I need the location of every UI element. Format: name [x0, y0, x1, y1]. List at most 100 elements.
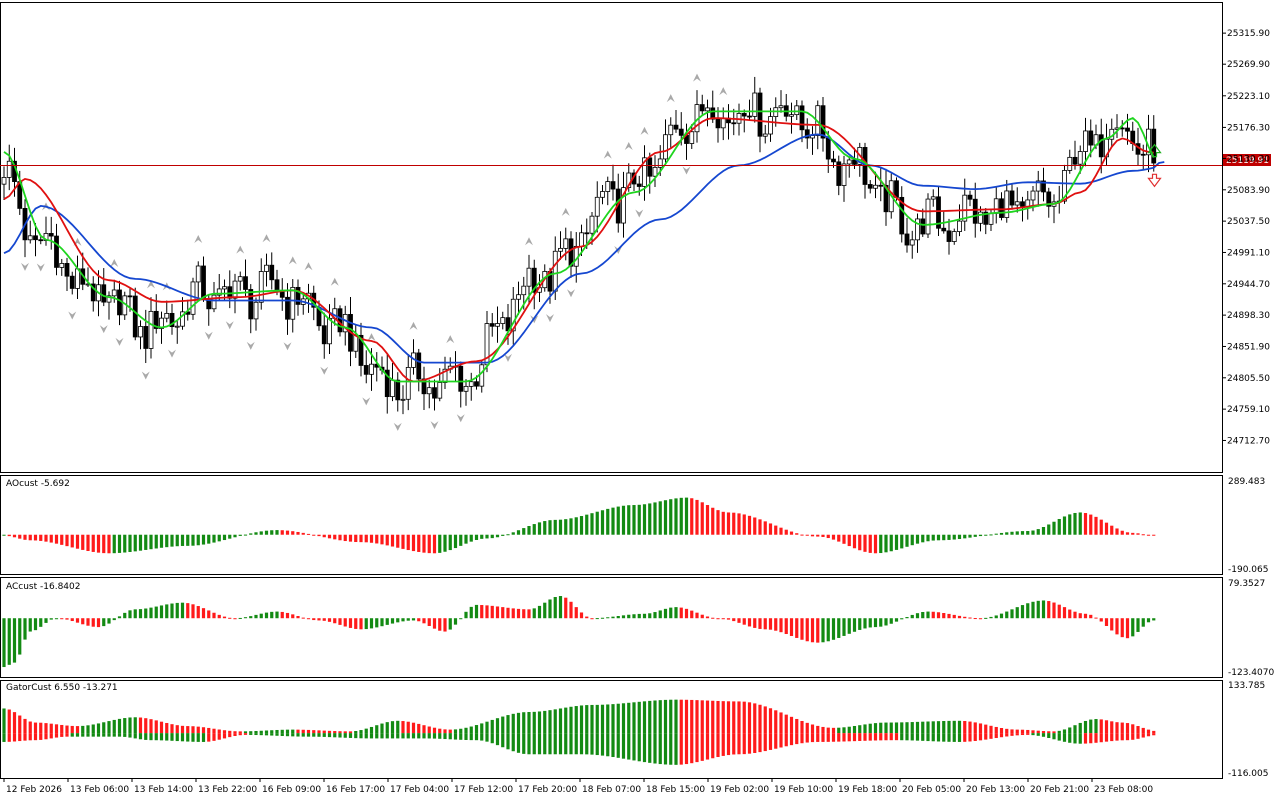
ao-histogram-bar — [847, 534, 851, 547]
fractal-up-marker — [446, 335, 455, 344]
gator-histogram-bar — [1146, 733, 1151, 737]
gator-histogram-bar — [690, 699, 694, 734]
candle-body — [38, 239, 44, 242]
ac-histogram-bar — [207, 610, 211, 619]
ao-histogram-bar — [810, 534, 815, 537]
ao-histogram-bar — [963, 534, 967, 539]
gator-histogram-bar — [438, 728, 442, 734]
candle — [1, 166, 7, 200]
candle-body — [495, 323, 500, 327]
candle-body — [290, 286, 296, 320]
ac-histogram-bar — [905, 617, 909, 619]
candle — [899, 186, 905, 243]
fractal-down-marker — [393, 422, 402, 431]
ac-max-label: 79.3527 — [1228, 579, 1265, 589]
candle-body — [804, 129, 810, 139]
ac-histogram-bar — [1136, 618, 1140, 632]
gator-histogram-bar — [495, 733, 500, 746]
gator-histogram-bar — [989, 725, 993, 734]
candle — [295, 279, 301, 316]
fractal-up-marker — [330, 277, 339, 286]
gator-histogram-bar — [795, 718, 799, 734]
gator-histogram-bar — [354, 731, 358, 734]
ac-histogram-bar — [658, 610, 662, 619]
candle-body — [951, 231, 957, 242]
ao-histogram-bar — [464, 534, 468, 544]
candle-body — [426, 387, 432, 395]
candle — [878, 167, 884, 202]
candle — [463, 379, 469, 406]
ao-histogram-bar — [543, 521, 547, 535]
price-axis-label: 25223.10 — [1227, 92, 1270, 102]
ao-histogram-bar — [86, 534, 90, 552]
ao-histogram-bar — [1099, 519, 1103, 535]
candle-body — [673, 124, 679, 130]
gator-histogram-bar — [96, 733, 101, 737]
candle — [642, 145, 647, 201]
gator-histogram-bar — [18, 733, 22, 742]
ao-histogram-bar — [658, 501, 662, 535]
gator-histogram-bar — [144, 733, 148, 740]
ac-histogram-bar — [123, 612, 127, 619]
gator-histogram-bar — [396, 720, 400, 734]
ac-histogram-bar — [406, 618, 410, 621]
gator-histogram-bar — [926, 733, 930, 742]
candle-body — [159, 317, 164, 329]
candle-body — [143, 326, 149, 349]
candle-body — [432, 387, 437, 399]
candle — [400, 385, 406, 415]
ac-histogram-bar — [474, 604, 479, 619]
gator-histogram-bar — [831, 733, 836, 742]
gator-histogram-bar — [632, 733, 636, 761]
ac-histogram-bar — [196, 606, 200, 619]
ac-indicator-label: ACcust -16.8402 — [6, 582, 80, 592]
ac-histogram-bar — [543, 602, 547, 619]
candle-body — [90, 283, 96, 302]
gator-histogram-bar — [49, 733, 53, 739]
gator-histogram-bar — [144, 718, 148, 734]
ao-histogram-bar — [522, 528, 526, 535]
ao-histogram-bar — [926, 534, 930, 542]
candle-body — [101, 284, 107, 303]
gator-histogram-bar — [506, 733, 510, 750]
ao-histogram-bar — [469, 534, 473, 542]
ao-histogram-bar — [1115, 528, 1119, 535]
gator-histogram-bar — [154, 733, 158, 741]
ac-histogram-bar — [816, 618, 820, 643]
ac-histogram-bar — [590, 618, 594, 620]
ac-histogram-bar — [984, 617, 988, 619]
ao-histogram-bar — [921, 534, 925, 543]
gator-histogram-bar — [165, 733, 169, 741]
ao-histogram-bar — [905, 534, 909, 547]
fractal-up-marker — [561, 207, 570, 216]
ac-histogram-bar — [784, 618, 788, 635]
candle — [1088, 119, 1094, 158]
fractal-down-marker — [504, 353, 512, 362]
ac-histogram-bar — [973, 618, 977, 620]
ao-histogram-bar — [1094, 516, 1098, 535]
gator-histogram-bar — [931, 733, 935, 742]
ao-histogram-bar — [285, 530, 290, 535]
ao-histogram-bar — [296, 531, 300, 535]
candle — [211, 281, 217, 313]
ao-histogram-bar — [973, 534, 977, 537]
ao-histogram-bar — [474, 534, 479, 540]
gator-histogram-bar — [448, 729, 452, 734]
ac-histogram-bar — [821, 618, 825, 643]
ao-histogram-bar — [60, 534, 64, 545]
candle-body — [1140, 153, 1146, 156]
ao-histogram-bar — [931, 534, 935, 541]
ao-histogram-bar — [327, 534, 332, 539]
gator-histogram-bar — [1062, 733, 1067, 742]
ac-histogram-bar — [611, 616, 615, 619]
gator-histogram-bar — [138, 717, 143, 734]
ac-histogram-bar — [422, 618, 426, 624]
candle — [883, 168, 889, 226]
time-axis-label: 13 Feb 22:00 — [198, 785, 257, 795]
gator-histogram-bar — [558, 733, 563, 755]
gator-histogram-bar — [322, 730, 326, 734]
ao-histogram-bar — [144, 534, 148, 550]
gator-histogram-bar — [2, 708, 6, 734]
gator-histogram-bar — [884, 733, 888, 741]
